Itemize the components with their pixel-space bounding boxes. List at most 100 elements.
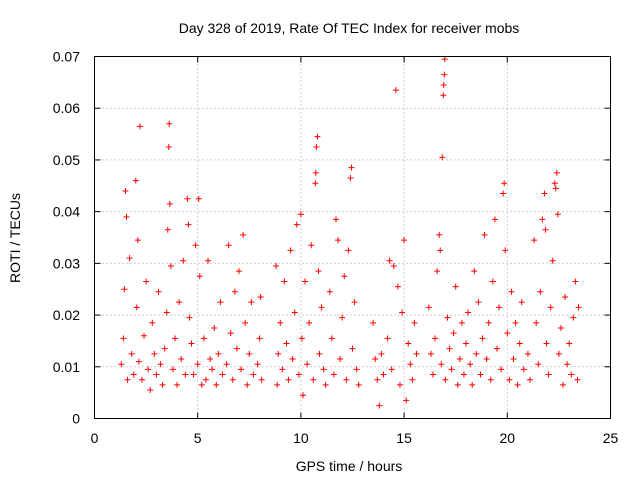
data-point xyxy=(215,350,222,357)
data-point xyxy=(454,381,461,388)
y-tick-label: 0 xyxy=(72,411,80,427)
data-point xyxy=(328,335,335,342)
data-point xyxy=(244,381,251,388)
data-point xyxy=(166,120,173,127)
y-axis-label: ROTI / TECUs xyxy=(7,193,23,283)
data-point xyxy=(123,213,130,220)
data-point xyxy=(155,288,162,295)
data-point xyxy=(235,268,242,275)
data-point xyxy=(153,371,160,378)
data-point xyxy=(463,340,470,347)
data-point xyxy=(370,319,377,326)
data-point xyxy=(198,381,205,388)
data-point xyxy=(254,361,261,368)
data-point xyxy=(196,273,203,280)
data-point xyxy=(138,376,145,383)
data-point xyxy=(164,226,171,233)
data-point xyxy=(225,242,232,249)
data-point xyxy=(516,340,523,347)
data-point xyxy=(437,247,444,254)
data-point xyxy=(388,366,395,373)
data-point xyxy=(186,314,193,321)
data-point xyxy=(133,304,140,311)
data-point xyxy=(533,319,540,326)
data-point xyxy=(467,361,474,368)
data-point xyxy=(444,314,451,321)
data-point xyxy=(315,268,322,275)
data-point xyxy=(568,371,575,378)
x-tick-label: 5 xyxy=(194,430,202,446)
data-point xyxy=(195,195,202,202)
data-point xyxy=(441,71,448,78)
data-point xyxy=(316,350,323,357)
data-point xyxy=(434,268,441,275)
data-point xyxy=(493,345,500,352)
data-point xyxy=(541,190,548,197)
data-point xyxy=(471,268,478,275)
data-point xyxy=(535,361,542,368)
data-point xyxy=(432,335,439,342)
data-point xyxy=(322,381,329,388)
data-point xyxy=(298,335,305,342)
y-tick-label: 0.03 xyxy=(53,255,80,271)
data-point xyxy=(308,242,315,249)
data-point xyxy=(498,366,505,373)
data-point xyxy=(390,262,397,269)
data-point xyxy=(118,361,125,368)
data-point xyxy=(372,356,379,363)
y-tick-label: 0.05 xyxy=(53,152,80,168)
data-point xyxy=(504,330,511,337)
data-point xyxy=(552,185,559,192)
data-point xyxy=(574,376,581,383)
data-point xyxy=(314,133,321,140)
data-point xyxy=(238,366,245,373)
data-point xyxy=(438,361,445,368)
data-point xyxy=(159,381,166,388)
data-point xyxy=(279,366,286,373)
data-point xyxy=(441,56,448,63)
data-point xyxy=(233,345,240,352)
data-point xyxy=(277,319,284,326)
data-point xyxy=(171,335,178,342)
data-point xyxy=(399,309,406,316)
data-point xyxy=(475,299,482,306)
data-point xyxy=(180,257,187,264)
data-point xyxy=(374,376,381,383)
data-point xyxy=(188,340,195,347)
data-point xyxy=(161,345,168,352)
data-point xyxy=(403,397,410,404)
y-tick-label: 0.02 xyxy=(53,307,80,323)
data-point xyxy=(386,257,393,264)
data-point xyxy=(337,356,344,363)
data-point xyxy=(312,180,319,187)
data-point xyxy=(223,361,230,368)
data-point xyxy=(166,200,173,207)
data-point xyxy=(167,262,174,269)
data-point xyxy=(485,319,492,326)
data-point xyxy=(348,164,355,171)
data-point xyxy=(217,299,224,306)
data-point xyxy=(211,325,218,331)
data-point xyxy=(502,247,509,254)
data-point xyxy=(506,376,513,383)
plot-frame xyxy=(94,56,611,419)
data-point xyxy=(405,340,412,347)
data-point xyxy=(554,211,561,218)
data-point xyxy=(452,283,459,290)
data-point xyxy=(442,376,449,383)
data-point xyxy=(439,154,446,161)
data-point xyxy=(178,356,185,363)
data-point xyxy=(436,231,443,238)
data-point xyxy=(553,169,560,176)
data-point xyxy=(293,221,300,228)
data-point xyxy=(299,392,306,399)
data-point xyxy=(483,356,490,363)
data-point xyxy=(122,187,129,194)
data-point xyxy=(500,190,507,197)
data-point xyxy=(407,361,414,368)
y-tick-labels: 0 0.01 0.02 0.03 0.04 0.05 0.06 0.07 xyxy=(53,49,80,427)
data-point xyxy=(460,371,467,378)
data-point xyxy=(547,304,554,311)
